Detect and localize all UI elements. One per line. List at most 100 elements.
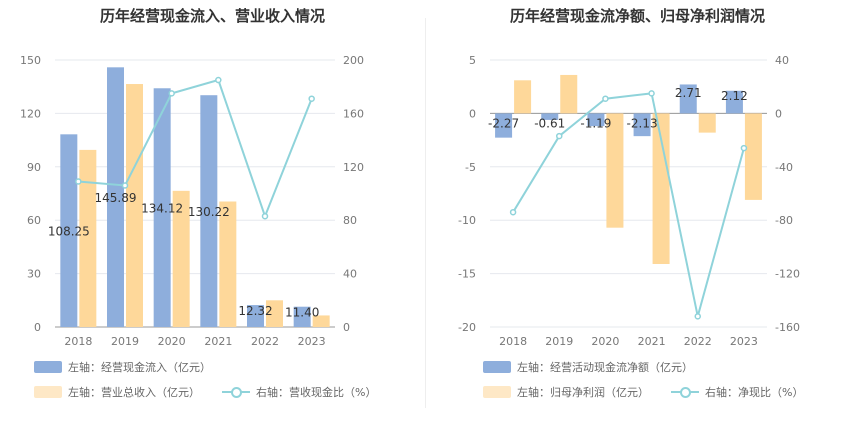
left-bar-s1 <box>293 306 311 327</box>
right-left-tick: 5 <box>469 54 476 67</box>
legend-right-netcash-label: 左轴：经营活动现金流净额（亿元） <box>517 361 693 374</box>
left-bar-s1 <box>60 134 78 327</box>
right-bar-s1 <box>725 90 743 114</box>
legend-right-profit-swatch <box>483 386 511 398</box>
left-left-tick: 60 <box>27 214 41 227</box>
right-left-tick: 0 <box>469 107 476 120</box>
chart-left-panel: 历年经营现金流入、营业收入情况 0 30 60 90 120 150 0 40 80 120 160… <box>20 7 376 400</box>
chart-right-title: 历年经营现金流净额、归母净利润情况 <box>509 7 765 25</box>
left-bar-s2 <box>266 300 283 327</box>
left-line-s3 <box>78 78 313 220</box>
left-bar-s1 <box>107 67 124 328</box>
left-bar-s2 <box>172 190 190 327</box>
left-data-label: 145.89 <box>95 191 137 205</box>
legend-left-ratio-label: 右轴：营收现金比（%） <box>256 386 377 399</box>
legend-right-ratio-label: 右轴：净现比（%） <box>705 386 804 399</box>
legend-left-revenue[interactable]: 左轴：营业总收入（亿元） <box>34 384 200 400</box>
right-x-tick: 2020 <box>591 335 619 348</box>
left-right-tick: 40 <box>343 268 357 281</box>
right-line-point <box>556 132 563 140</box>
right-x-tick: 2019 <box>545 335 573 348</box>
left-data-label: 12.32 <box>238 304 272 318</box>
right-data-label: -2.27 <box>488 116 519 130</box>
left-line-point <box>75 178 82 185</box>
legend-left-revenue-label: 左轴：营业总收入（亿元） <box>68 386 200 399</box>
right-line-s3 <box>512 92 745 317</box>
right-x-tick: 2021 <box>638 335 666 348</box>
right-right-tick: -80 <box>775 214 793 227</box>
right-bar-s2 <box>698 113 716 133</box>
left-right-tick: 120 <box>343 161 364 174</box>
panel-divider <box>425 18 426 408</box>
left-x-tick: 2023 <box>298 335 326 348</box>
left-right-tick: 0 <box>343 321 350 334</box>
right-line-point <box>694 313 701 320</box>
left-bar-s1 <box>200 95 218 327</box>
right-bar-s2 <box>514 80 532 114</box>
right-bar-s2 <box>744 113 762 200</box>
left-line-point <box>168 90 175 97</box>
right-data-label: 2.12 <box>721 89 748 103</box>
left-right-tick: 160 <box>343 107 364 120</box>
right-x-tick: 2023 <box>730 335 758 348</box>
right-left-tick: -10 <box>458 214 476 227</box>
left-bar-s2 <box>79 149 97 327</box>
right-bar-s2 <box>652 113 670 264</box>
left-left-tick: 90 <box>27 161 41 174</box>
right-bar-s2 <box>606 113 624 228</box>
left-bar-s1 <box>153 88 171 327</box>
legend-left-inflow[interactable]: 左轴：经营现金流入（亿元） <box>34 359 211 375</box>
chart-right-plot: -20 -15 -10 -5 0 5 -160 -120 -80 -40 0 40 2018 2019 20… <box>458 54 800 348</box>
legend-right-profit[interactable]: 左轴：归母净利润（亿元） <box>483 384 649 400</box>
legend-left-inflow-label: 左轴：经营现金流入（亿元） <box>68 361 211 374</box>
legend-left-inflow-swatch <box>34 361 62 373</box>
left-bar-s2 <box>126 84 143 327</box>
legend-right-profit-label: 左轴：归母净利润（亿元） <box>517 386 649 399</box>
right-x-tick: 2022 <box>684 335 712 348</box>
right-bar-s2 <box>560 74 578 114</box>
right-line-point <box>602 95 609 102</box>
right-bar-s1 <box>679 84 697 114</box>
right-bar-s1 <box>541 113 559 120</box>
left-x-tick: 2020 <box>158 335 186 348</box>
left-left-tick: 30 <box>27 268 41 281</box>
right-bar-s1 <box>587 113 605 127</box>
left-x-tick: 2018 <box>64 335 92 348</box>
right-right-tick: -160 <box>775 321 800 334</box>
left-line-point <box>215 76 222 84</box>
left-line-point <box>308 95 315 102</box>
right-right-tick: 0 <box>775 107 782 120</box>
left-x-tick: 2022 <box>251 335 279 348</box>
left-left-tick: 120 <box>20 107 41 120</box>
right-x-tick: 2018 <box>499 335 527 348</box>
left-line-point <box>121 182 129 189</box>
right-right-tick: -120 <box>775 268 800 281</box>
left-data-label: 11.40 <box>285 306 319 320</box>
right-line-point <box>648 90 655 97</box>
right-left-tick: -15 <box>458 268 476 281</box>
legend-right-ratio[interactable]: 右轴：净现比（%） <box>671 384 803 400</box>
right-left-tick: -5 <box>465 161 476 174</box>
left-line-point <box>261 212 269 220</box>
left-x-tick: 2019 <box>111 335 139 348</box>
right-data-label: -1.19 <box>580 116 611 130</box>
right-line-point <box>740 144 748 152</box>
legend-left-ratio[interactable]: 右轴：营收现金比（%） <box>222 384 376 400</box>
legend-left-ratio-swatch <box>222 386 250 398</box>
right-data-label: -0.61 <box>534 116 565 130</box>
right-data-label: 2.71 <box>675 86 702 100</box>
right-bar-s1 <box>633 113 651 137</box>
right-left-tick: -20 <box>458 321 476 334</box>
legend-right-ratio-swatch <box>671 386 699 398</box>
right-right-tick: -40 <box>775 161 793 174</box>
left-x-tick: 2021 <box>204 335 232 348</box>
legend-right-netcash-swatch <box>483 361 511 373</box>
chart-left-plot: 0 30 60 90 120 150 0 40 80 120 160 200 2018 2019 2020 2… <box>20 54 364 348</box>
right-bar-s1 <box>495 113 513 138</box>
chart-left-title: 历年经营现金流入、营业收入情况 <box>99 7 325 25</box>
left-data-label: 134.12 <box>141 202 183 216</box>
left-data-label: 108.25 <box>48 225 90 239</box>
left-bar-s1 <box>247 305 264 327</box>
left-left-tick: 150 <box>20 54 41 67</box>
legend-right-netcash[interactable]: 左轴：经营活动现金流净额（亿元） <box>483 359 693 375</box>
